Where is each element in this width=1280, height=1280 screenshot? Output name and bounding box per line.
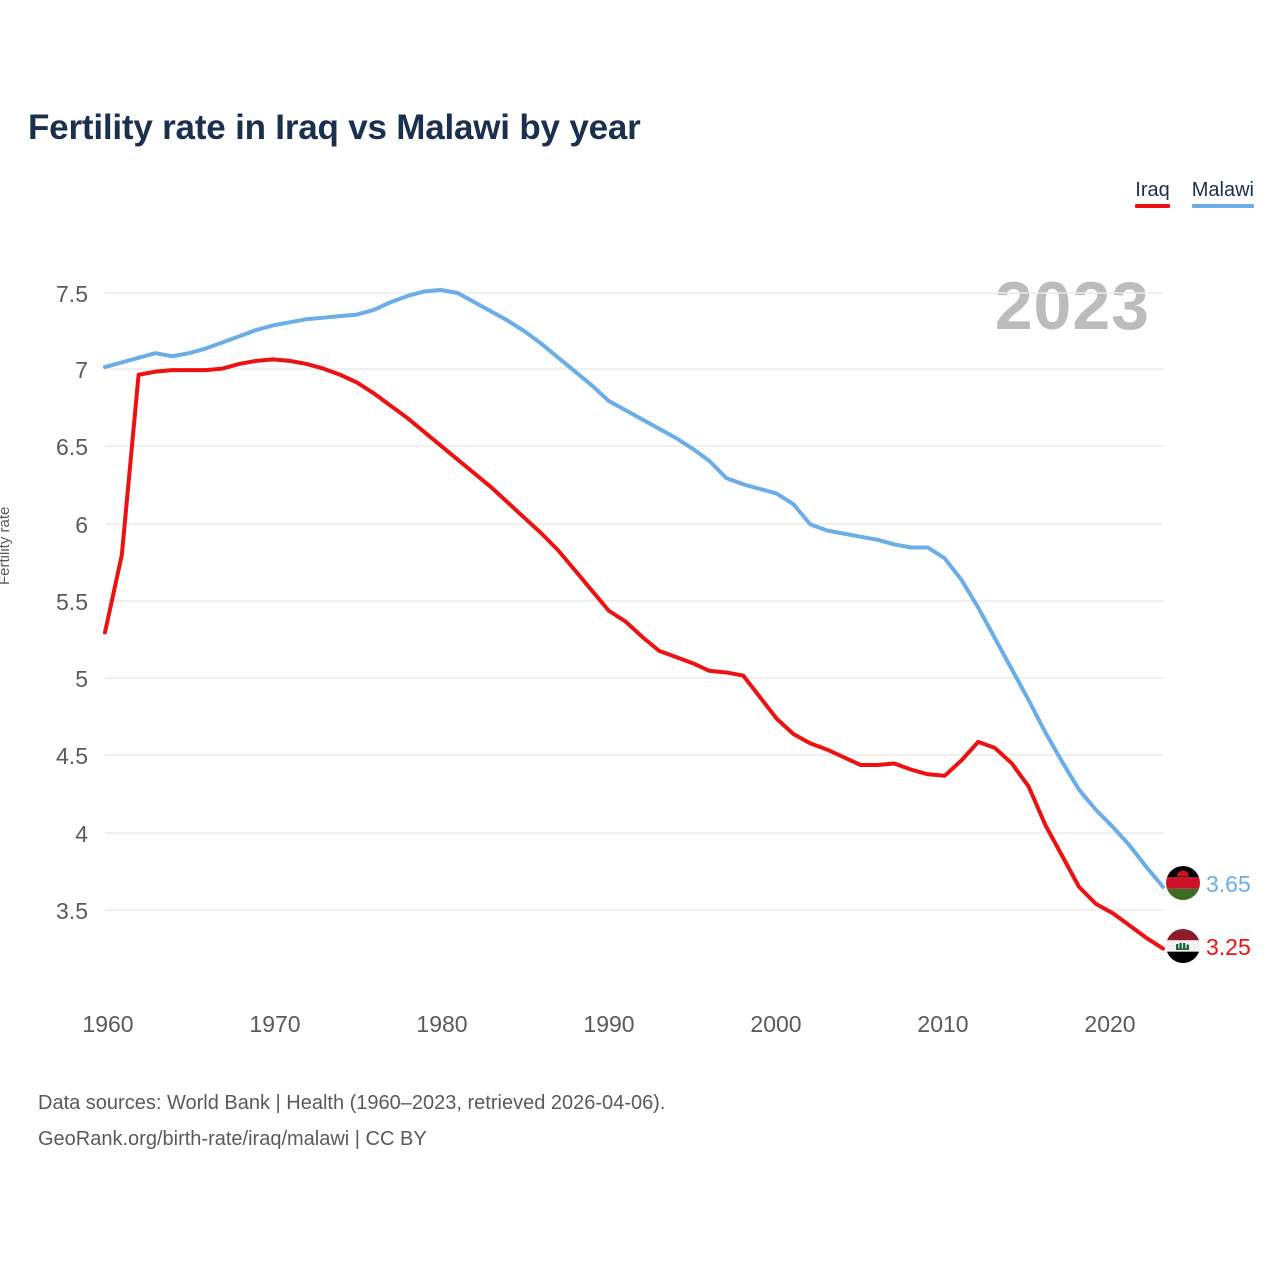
legend-item-malawi[interactable]: Malawi — [1191, 178, 1254, 208]
y-tick-label: 6 — [75, 512, 88, 538]
year-watermark: 2023 — [994, 268, 1150, 344]
footer-line-url: GeoRank.org/birth-rate/iraq/malawi | CC … — [38, 1128, 427, 1150]
legend-swatch-malawi — [1191, 204, 1254, 208]
iraq-flag-icon — [1166, 929, 1200, 963]
x-tick-label: 2000 — [750, 1011, 802, 1037]
y-tick-label: 6.5 — [56, 434, 88, 460]
y-tick-label: 4 — [75, 821, 88, 847]
x-tick-label: 1960 — [82, 1011, 134, 1037]
x-tick-label: 2020 — [1084, 1011, 1136, 1037]
legend-item-iraq[interactable]: Iraq — [1135, 178, 1170, 208]
y-tick-label: 3.5 — [56, 898, 88, 924]
y-tick-label: 5.5 — [56, 589, 88, 615]
y-tick-label: 5 — [75, 666, 88, 692]
y-tick-label: 7.5 — [56, 281, 88, 307]
x-tick-label: 1980 — [416, 1011, 468, 1037]
footer-line-sources: Data sources: World Bank | Health (1960–… — [38, 1092, 666, 1114]
x-tick-label: 2010 — [917, 1011, 969, 1037]
y-tick-label: 7 — [75, 357, 88, 383]
line-series-iraq — [103, 357, 1165, 951]
legend-swatch-iraq — [1135, 204, 1170, 208]
gridlines — [105, 292, 1163, 911]
footer-credits: Data sources: World Bank | Health (1960–… — [38, 1085, 665, 1157]
y-tick-label: 4.5 — [56, 743, 88, 769]
line-series-malawi — [103, 287, 1165, 889]
x-tick-label: 1970 — [249, 1011, 301, 1037]
x-tick-label: 1990 — [583, 1011, 635, 1037]
legend-label-malawi: Malawi — [1191, 179, 1254, 201]
page-title: Fertility rate in Iraq vs Malawi by year — [28, 108, 641, 147]
end-value-iraq: 3.25 — [1206, 934, 1251, 960]
malawi-flag-icon — [1166, 866, 1200, 900]
end-value-malawi: 3.65 — [1206, 871, 1251, 897]
chart-legend: Iraq Malawi — [1135, 178, 1254, 208]
legend-label-iraq: Iraq — [1135, 179, 1170, 201]
